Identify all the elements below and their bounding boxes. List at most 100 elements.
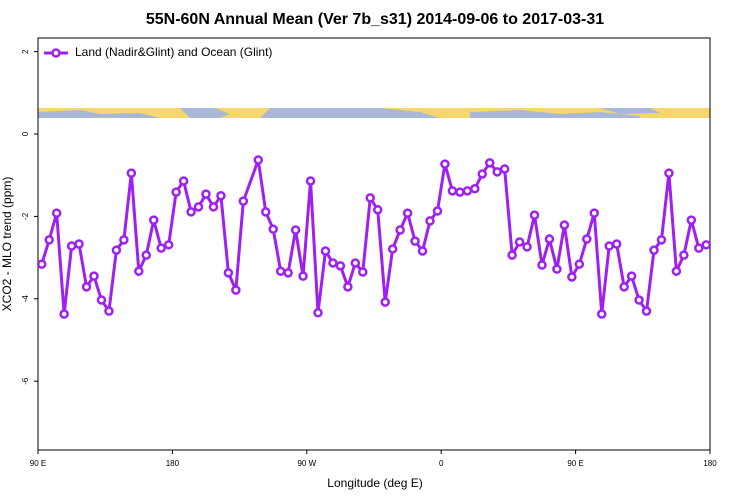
data-point [365,193,376,203]
data-point [298,271,308,281]
data-point [440,159,450,169]
y-tick-label: -4 [21,295,30,303]
data-point [417,246,428,256]
x-tick-label: 90 W [297,459,316,468]
data-point [656,235,667,245]
data-point [447,186,458,196]
data-point [283,268,293,278]
data-point [156,243,166,253]
data-point [148,215,159,225]
data-point [305,176,316,186]
data-point [231,285,241,295]
data-point [223,268,234,278]
data-point [104,306,114,316]
data-point [567,272,577,282]
data-point [387,244,398,254]
data-point [582,234,592,244]
data-point [238,196,249,206]
x-tick-label: 0 [439,459,444,468]
data-point [462,186,473,196]
data-point [499,164,510,174]
data-point [275,266,286,276]
data-point [119,235,129,245]
data-point [260,207,271,217]
data-point [320,246,331,256]
x-tick-label: 90 E [567,459,583,468]
data-point [193,202,204,212]
data-point [686,215,697,225]
data-point [74,239,84,249]
data-point [358,267,368,277]
x-tick-label: 180 [166,459,180,468]
data-point [537,260,547,270]
y-axis-label: XCO2 - MLO trend (ppm) [0,177,14,312]
data-point [178,176,189,186]
legend-marker [51,48,61,58]
data-point [372,205,383,215]
data-point [268,224,278,234]
data-point [432,206,443,216]
data-point [141,250,152,260]
data-point [619,282,629,292]
data-point [350,258,361,268]
data-point [507,250,517,260]
data-point [529,210,540,220]
data-point [208,202,219,212]
data-point [522,242,532,252]
data-point [134,266,144,276]
data-point [290,225,301,235]
data-point [679,250,689,260]
data-point [649,245,659,255]
data-point [201,189,211,199]
data-point [484,158,495,168]
data-point [51,208,62,218]
data-point [89,271,99,281]
data-point [455,187,465,197]
data-point [380,297,390,307]
y-tick-label: -6 [21,377,30,385]
y-tick-label: 0 [21,131,30,136]
data-point [671,266,682,276]
data-point [514,237,525,247]
data-point [96,295,107,305]
legend-label: Land (Nadir&Glint) and Ocean (Glint) [75,45,272,59]
data-point [111,245,122,255]
data-point [335,261,346,271]
map-strip [38,108,710,118]
data-point [425,216,435,226]
data-point [641,306,652,316]
y-tick-label: 2 [21,49,30,54]
data-point [81,282,92,292]
y-tick-label: -2 [21,212,30,220]
data-point [126,168,137,178]
data-point [492,167,502,177]
data-point [589,208,600,218]
data-point [395,225,405,235]
data-point [574,259,585,269]
x-tick-label: 90 E [30,459,46,468]
series-line [40,159,707,316]
data-point [36,259,47,269]
x-tick-label: 180 [703,459,717,468]
data-point [328,258,338,268]
data-point [410,236,420,246]
data-point [402,208,413,218]
data-point [313,308,323,318]
data-point [171,187,181,197]
data-point [216,191,226,201]
data-point [470,184,480,194]
data-point [544,234,555,244]
data-point [626,271,637,281]
data-point [186,207,196,217]
data-point [596,309,607,319]
data-point [611,239,622,249]
data-point [552,264,562,274]
data-point [253,155,264,165]
data-point [701,240,712,250]
data-point [477,169,488,179]
x-axis-label: Longitude (deg E) [327,476,422,490]
data-point [604,241,614,251]
data-point [694,243,704,253]
data-point [59,309,69,319]
